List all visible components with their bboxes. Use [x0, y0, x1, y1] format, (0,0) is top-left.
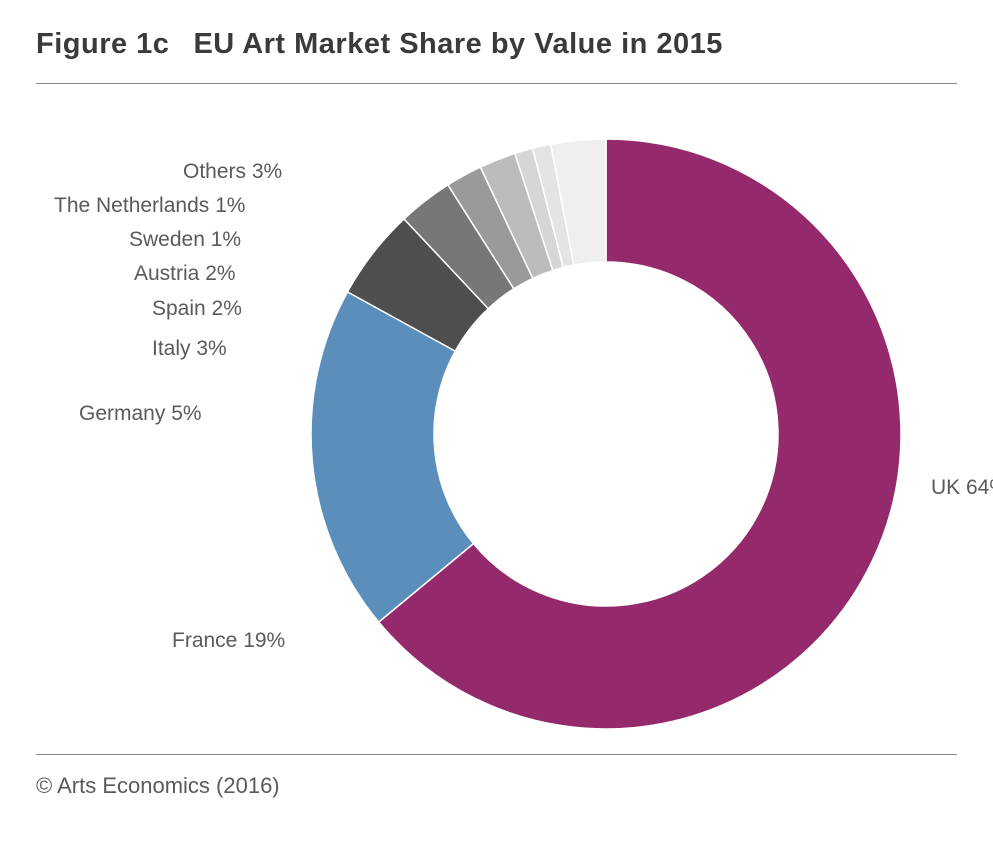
label-germany: Germany 5%: [79, 402, 202, 426]
label-the-netherlands: The Netherlands 1%: [54, 194, 245, 218]
label-spain: Spain 2%: [152, 297, 242, 321]
figure-title: Figure 1c EU Art Market Share by Value in…: [36, 28, 957, 83]
label-others: Others 3%: [183, 160, 282, 184]
label-sweden: Sweden 1%: [129, 228, 241, 252]
donut-svg: [301, 129, 911, 739]
figure-title-text: EU Art Market Share by Value in 2015: [193, 28, 722, 60]
donut-chart: UK 64%France 19%Germany 5%Italy 3%Spain …: [36, 84, 957, 754]
label-uk: UK 64%: [931, 476, 993, 500]
label-austria: Austria 2%: [134, 262, 236, 286]
figure-source: © Arts Economics (2016): [36, 755, 957, 799]
figure-number: Figure 1c: [36, 28, 169, 60]
figure-container: Figure 1c EU Art Market Share by Value in…: [0, 0, 993, 819]
label-italy: Italy 3%: [152, 337, 227, 361]
label-france: France 19%: [172, 629, 285, 653]
